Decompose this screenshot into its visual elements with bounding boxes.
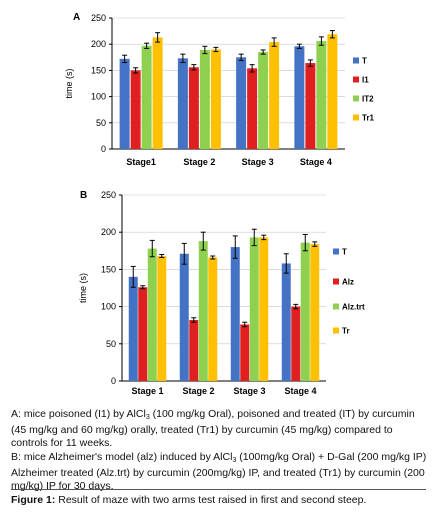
legend-swatch xyxy=(333,248,339,255)
legend-label: Alz xyxy=(342,278,354,287)
legend-swatch xyxy=(353,95,359,102)
legend-swatch xyxy=(333,278,339,285)
bar-alz-trt-3 xyxy=(249,237,259,381)
bar-alz-2 xyxy=(189,319,199,381)
legend-swatch xyxy=(353,57,359,64)
y-tick-label: 200 xyxy=(91,39,106,49)
bar-i1-3 xyxy=(247,68,258,149)
bar-t-2 xyxy=(177,58,188,149)
legend-label: T xyxy=(362,57,367,66)
caption-b-text: B: mice Alzheimer's model (alz) induced … xyxy=(11,450,233,463)
legend-label: Tr xyxy=(342,327,350,336)
bar-tr1-1 xyxy=(152,37,163,149)
bar-alz-trt-2 xyxy=(198,241,208,381)
bar-alz-3 xyxy=(240,324,250,381)
bar-tr1-2 xyxy=(210,49,221,149)
caption-divider xyxy=(11,489,426,490)
legend-swatch xyxy=(333,303,339,310)
bar-it2-4 xyxy=(316,41,327,149)
x-tick-label: Stage 3 xyxy=(242,157,274,167)
legend-swatch xyxy=(353,114,359,121)
bar-t-1 xyxy=(128,276,138,381)
caption-panel-a: A: mice poisoned (I1) by AlCl3 (100 mg/k… xyxy=(11,408,429,451)
y-tick-label: 0 xyxy=(101,144,106,154)
y-tick-label: 250 xyxy=(101,190,116,200)
x-tick-label: Stage 4 xyxy=(284,386,316,396)
bar-tr-2 xyxy=(208,257,218,381)
caption-a-text: A: mice poisoned (I1) by AlCl xyxy=(11,408,146,420)
y-tick-label: 150 xyxy=(91,65,106,75)
bar-alz-trt-1 xyxy=(147,248,157,381)
legend-swatch xyxy=(353,76,359,83)
bar-tr1-4 xyxy=(327,34,338,149)
bar-alz-4 xyxy=(291,306,301,381)
y-tick-label: 100 xyxy=(91,92,106,102)
x-tick-label: Stage 4 xyxy=(300,157,332,167)
y-tick-label: 150 xyxy=(101,264,116,274)
y-tick-label: 250 xyxy=(91,13,106,23)
x-tick-label: Stage 1 xyxy=(131,386,163,396)
y-tick-label: 50 xyxy=(96,118,106,128)
bar-alz-1 xyxy=(138,287,148,381)
bar-tr-1 xyxy=(157,256,167,381)
legend-label: Alz.trt xyxy=(342,303,365,312)
x-tick-label: Stage 2 xyxy=(182,386,214,396)
caption-a-text-rest: (100 mg/kg Oral), poisoned and treated (… xyxy=(11,408,415,450)
figure-caption: Figure 1: Result of maze with two arms t… xyxy=(11,494,431,506)
legend-swatch xyxy=(333,327,339,334)
bar-it2-3 xyxy=(258,52,269,150)
caption-panel-b: B: mice Alzheimer's model (alz) induced … xyxy=(11,451,429,494)
y-tick-label: 100 xyxy=(101,302,116,312)
y-tick-label: 0 xyxy=(111,376,116,386)
x-tick-label: Stage 3 xyxy=(233,386,265,396)
bar-tr-4 xyxy=(310,244,320,381)
bar-t-2 xyxy=(179,253,189,381)
y-axis-label: time (s) xyxy=(64,69,74,99)
bar-t-4 xyxy=(294,46,305,149)
bar-alz-trt-4 xyxy=(300,242,310,381)
caption-b-subscript: 3 xyxy=(232,456,237,464)
legend-label: Tr1 xyxy=(362,114,375,123)
bar-tr1-3 xyxy=(269,42,280,149)
x-tick-label: Stage 2 xyxy=(183,157,215,167)
legend-label: I1 xyxy=(362,76,369,85)
caption-a-subscript: 3 xyxy=(145,414,150,421)
bar-it2-1 xyxy=(141,45,152,149)
figure-caption-text: Result of maze with two arms test raised… xyxy=(55,494,367,506)
bar-t-3 xyxy=(236,57,247,149)
legend-label: IT2 xyxy=(362,95,374,104)
legend-label: T xyxy=(342,248,347,257)
bar-i1-2 xyxy=(188,67,199,149)
bar-it2-2 xyxy=(199,49,210,149)
bar-i1-1 xyxy=(130,70,141,149)
y-axis-label: time (s) xyxy=(78,273,88,303)
figure-description: A: mice poisoned (I1) by AlCl3 (100 mg/k… xyxy=(11,408,429,493)
bar-t-4 xyxy=(281,263,291,381)
x-tick-label: Stage1 xyxy=(126,157,156,167)
bar-tr-3 xyxy=(259,237,269,381)
bar-i1-4 xyxy=(305,63,316,150)
chart-panel-a: A 0 50 100 150 200 250 time (s) Stage1 Stage 2 Sta… xyxy=(64,12,375,167)
panel-label-b: B xyxy=(80,190,87,201)
bar-t-1 xyxy=(119,58,130,149)
chart-panel-b: B 0 50 100 150 200 250 time (s) Stage 1 Stage 2 St… xyxy=(78,190,365,396)
y-tick-label: 50 xyxy=(106,339,116,349)
y-tick-label: 200 xyxy=(101,227,116,237)
figure-caption-label: Figure 1: xyxy=(11,494,56,506)
panel-label-a: A xyxy=(73,12,80,23)
bar-t-3 xyxy=(230,247,240,381)
